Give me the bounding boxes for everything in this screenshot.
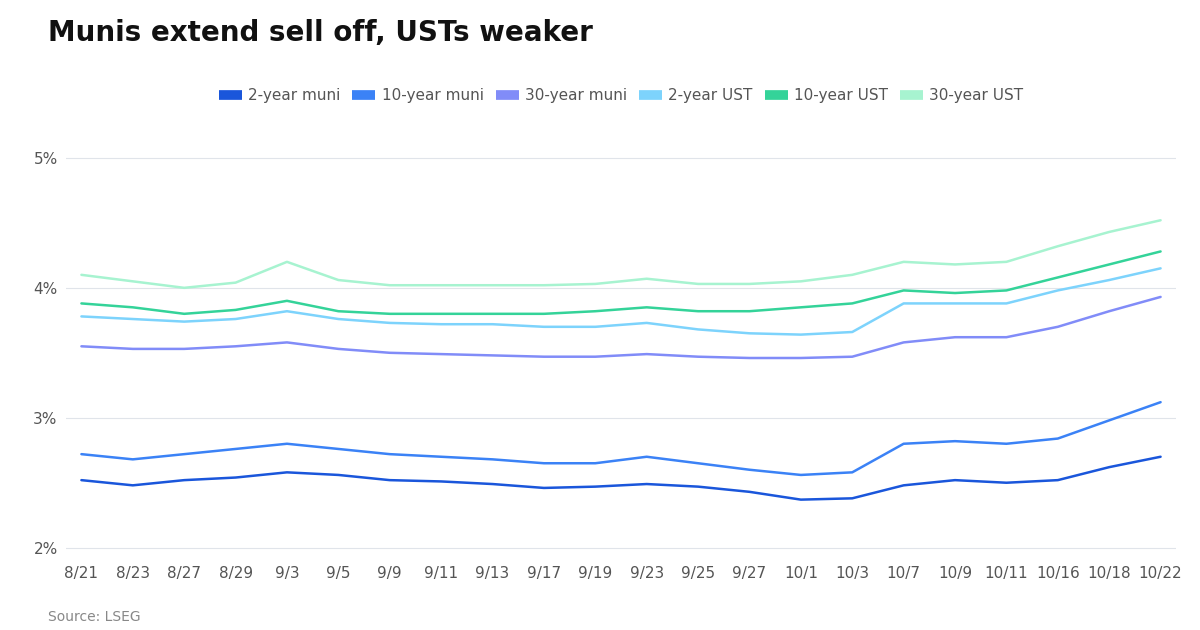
Text: Source: LSEG: Source: LSEG <box>48 610 140 624</box>
Text: Munis extend sell off, USTs weaker: Munis extend sell off, USTs weaker <box>48 19 593 47</box>
Legend: 2-year muni, 10-year muni, 30-year muni, 2-year UST, 10-year UST, 30-year UST: 2-year muni, 10-year muni, 30-year muni,… <box>212 82 1030 109</box>
